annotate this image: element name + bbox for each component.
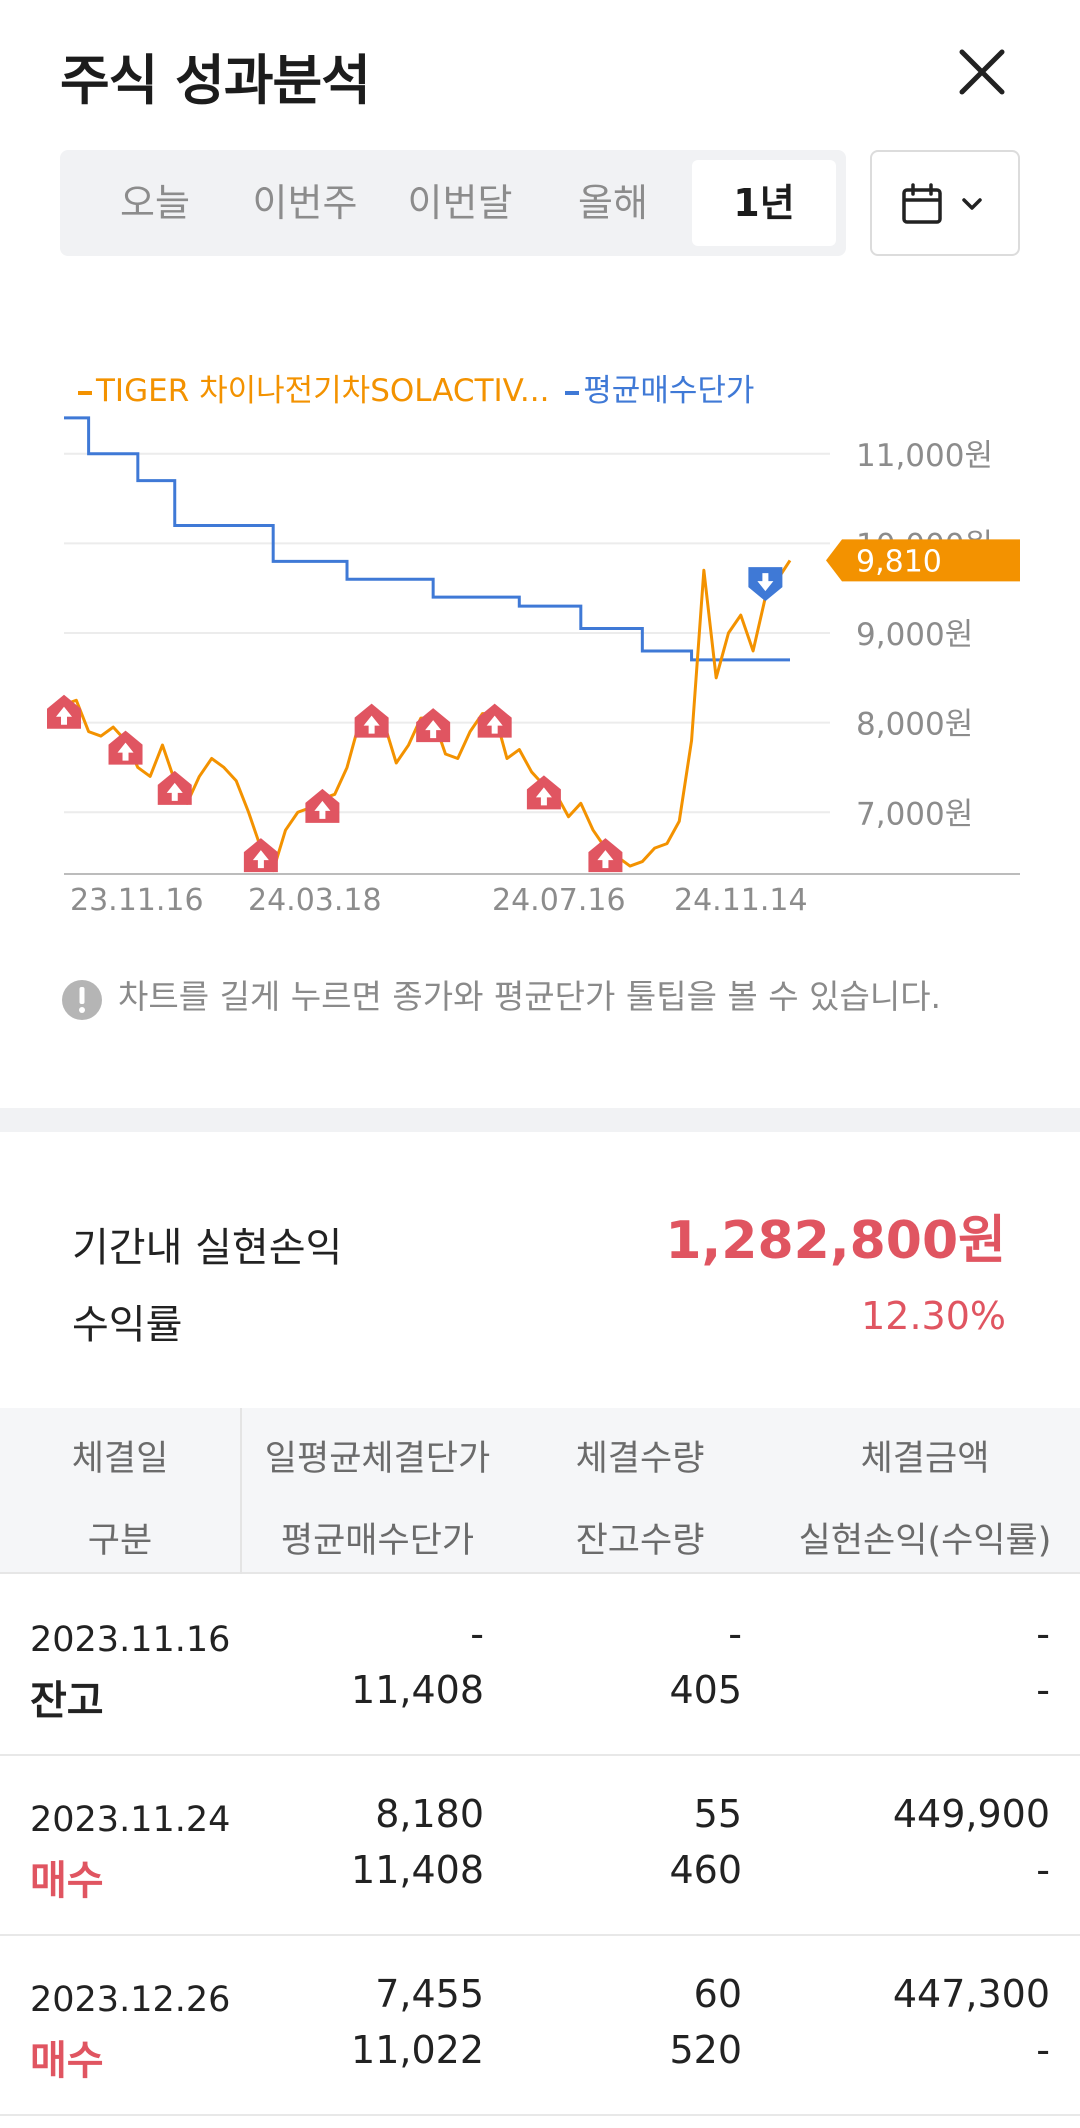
section-divider <box>0 1108 1080 1132</box>
legend-label-avg: 평균매수단가 <box>583 373 755 409</box>
chart-plot: 11,000원10,000원9,000원8,000원7,000원23.11.16… <box>47 416 1020 918</box>
realized-pnl-label: 기간내 실현손익 <box>72 1225 343 1271</box>
close-button[interactable] <box>950 40 1014 104</box>
header-exec-qty: 체결수량 <box>575 1439 705 1479</box>
realized-pnl-value: 1,282,800원 <box>665 1211 1006 1271</box>
tab-this-week[interactable]: 이번주 <box>252 181 358 225</box>
y-tick-label: 8,000원 <box>856 707 973 743</box>
y-tick-label: 9,000원 <box>856 617 973 653</box>
row-realized-pnl: - <box>1036 2028 1050 2072</box>
row-balance-qty: 520 <box>669 2028 742 2072</box>
buy-marker-arrow <box>117 742 134 761</box>
row-exec-qty: 60 <box>693 1972 742 2016</box>
buy-marker-arrow <box>363 715 380 734</box>
row-realized-pnl: - <box>1036 1668 1050 1712</box>
row-type: 잔고 <box>30 1678 104 1724</box>
buy-marker-arrow <box>597 850 614 869</box>
chart-notice: 차트를 길게 누르면 종가와 평균단가 툴팁을 볼 수 있습니다. <box>60 968 1020 1028</box>
x-tick-label: 23.11.16 <box>70 883 204 918</box>
row-date: 2023.11.16 <box>30 1620 231 1660</box>
legend-item-avg: 평균매수단가 <box>565 365 754 410</box>
page-title: 주식 성과분석 <box>60 49 371 112</box>
row-date: 2023.12.26 <box>30 1980 231 2020</box>
row-exec-qty: - <box>728 1612 742 1656</box>
row-balance-qty: 405 <box>669 1668 742 1712</box>
buy-marker-arrow <box>425 720 442 739</box>
tab-one-year[interactable]: 1년 <box>692 160 836 246</box>
y-tick-label: 11,000원 <box>856 438 993 474</box>
legend-swatch-avg <box>565 390 580 395</box>
x-tick-label: 24.11.14 <box>674 883 808 918</box>
row-avg-buy-price: 11,022 <box>351 2028 484 2072</box>
buy-marker-arrow <box>166 782 183 801</box>
table-row[interactable]: 2023.11.24 매수 8,180 11,408 55 460 449,90… <box>0 1756 1080 1936</box>
header-exec-amount: 체결금액 <box>860 1439 990 1479</box>
x-tick-label: 24.03.18 <box>248 883 382 918</box>
header-balance-qty: 잔고수량 <box>575 1521 705 1561</box>
table-row[interactable]: 2023.12.26 매수 7,455 11,022 60 520 447,30… <box>0 1936 1080 2116</box>
row-realized-pnl: - <box>1036 1848 1050 1892</box>
row-date: 2023.11.24 <box>30 1800 231 1840</box>
current-price-label: 9,810 <box>856 544 942 579</box>
header-type: 구분 <box>87 1521 153 1561</box>
buy-marker-arrow <box>56 706 72 725</box>
row-exec-qty: 55 <box>693 1792 742 1836</box>
tab-this-year[interactable]: 올해 <box>578 181 648 225</box>
series-line-avg-price <box>64 416 790 662</box>
row-exec-amount: 447,300 <box>892 1972 1050 2016</box>
buy-marker-arrow <box>314 800 331 819</box>
tab-this-month[interactable]: 이번달 <box>407 181 513 225</box>
legend-swatch-stock <box>78 390 92 395</box>
legend-label-stock: TIGER 차이나전기차SOLACTIV... <box>96 373 550 409</box>
return-rate-value: 12.30% <box>861 1294 1006 1338</box>
header-realized-pnl: 실현손익(수익률) <box>798 1521 1052 1561</box>
row-balance-qty: 460 <box>669 1848 742 1892</box>
x-tick-label: 24.07.16 <box>492 883 626 918</box>
buy-marker-arrow <box>252 850 269 869</box>
row-avg-buy-price: 11,408 <box>351 1668 484 1712</box>
header-trade-date: 체결일 <box>71 1439 169 1479</box>
calendar-picker-button[interactable] <box>870 150 1020 256</box>
header-avg-buy-price: 평균매수단가 <box>280 1521 475 1561</box>
return-rate-label: 수익률 <box>72 1302 183 1348</box>
y-tick-label: 7,000원 <box>856 796 973 832</box>
sell-marker-arrow <box>757 573 774 592</box>
row-exec-amount: 449,900 <box>892 1792 1050 1836</box>
header: 주식 성과분석 <box>0 0 1080 140</box>
notice-text: 차트를 길게 누르면 종가와 평균단가 툴팁을 볼 수 있습니다. <box>118 977 942 1016</box>
header-avg-exec-price: 일평균체결단가 <box>264 1439 491 1479</box>
close-icon <box>959 49 1005 95</box>
row-exec-price: 7,455 <box>375 1972 484 2016</box>
table-row[interactable]: 2023.11.16 잔고 - 11,408 - 405 - - <box>0 1576 1080 1756</box>
row-avg-buy-price: 11,408 <box>351 1848 484 1892</box>
buy-marker-arrow <box>486 715 503 734</box>
current-price-tag <box>826 539 1020 582</box>
trade-table-header: 체결일 일평균체결단가 체결수량 체결금액 구분 평균매수단가 잔고수량 실현손… <box>0 1408 1080 1574</box>
period-selector: 오늘 이번주 이번달 올해 1년 <box>60 150 846 256</box>
row-exec-amount: - <box>1036 1612 1050 1656</box>
info-icon <box>62 980 102 1020</box>
chevron-down-icon <box>962 198 982 210</box>
price-chart[interactable]: TIGER 차이나전기차SOLACTIV... 평균매수단가 11,000원10… <box>0 320 1080 930</box>
legend-item-stock: TIGER 차이나전기차SOLACTIV... <box>78 365 549 410</box>
calendar-icon <box>902 183 942 224</box>
row-exec-price: 8,180 <box>375 1792 484 1836</box>
header-divider <box>240 1408 242 1574</box>
row-type: 매수 <box>30 1858 104 1904</box>
buy-marker-arrow <box>535 787 552 806</box>
row-type: 매수 <box>30 2038 104 2084</box>
tab-today[interactable]: 오늘 <box>120 181 190 225</box>
chart-legend: TIGER 차이나전기차SOLACTIV... 평균매수단가 <box>78 365 760 410</box>
row-exec-price: - <box>470 1612 484 1656</box>
